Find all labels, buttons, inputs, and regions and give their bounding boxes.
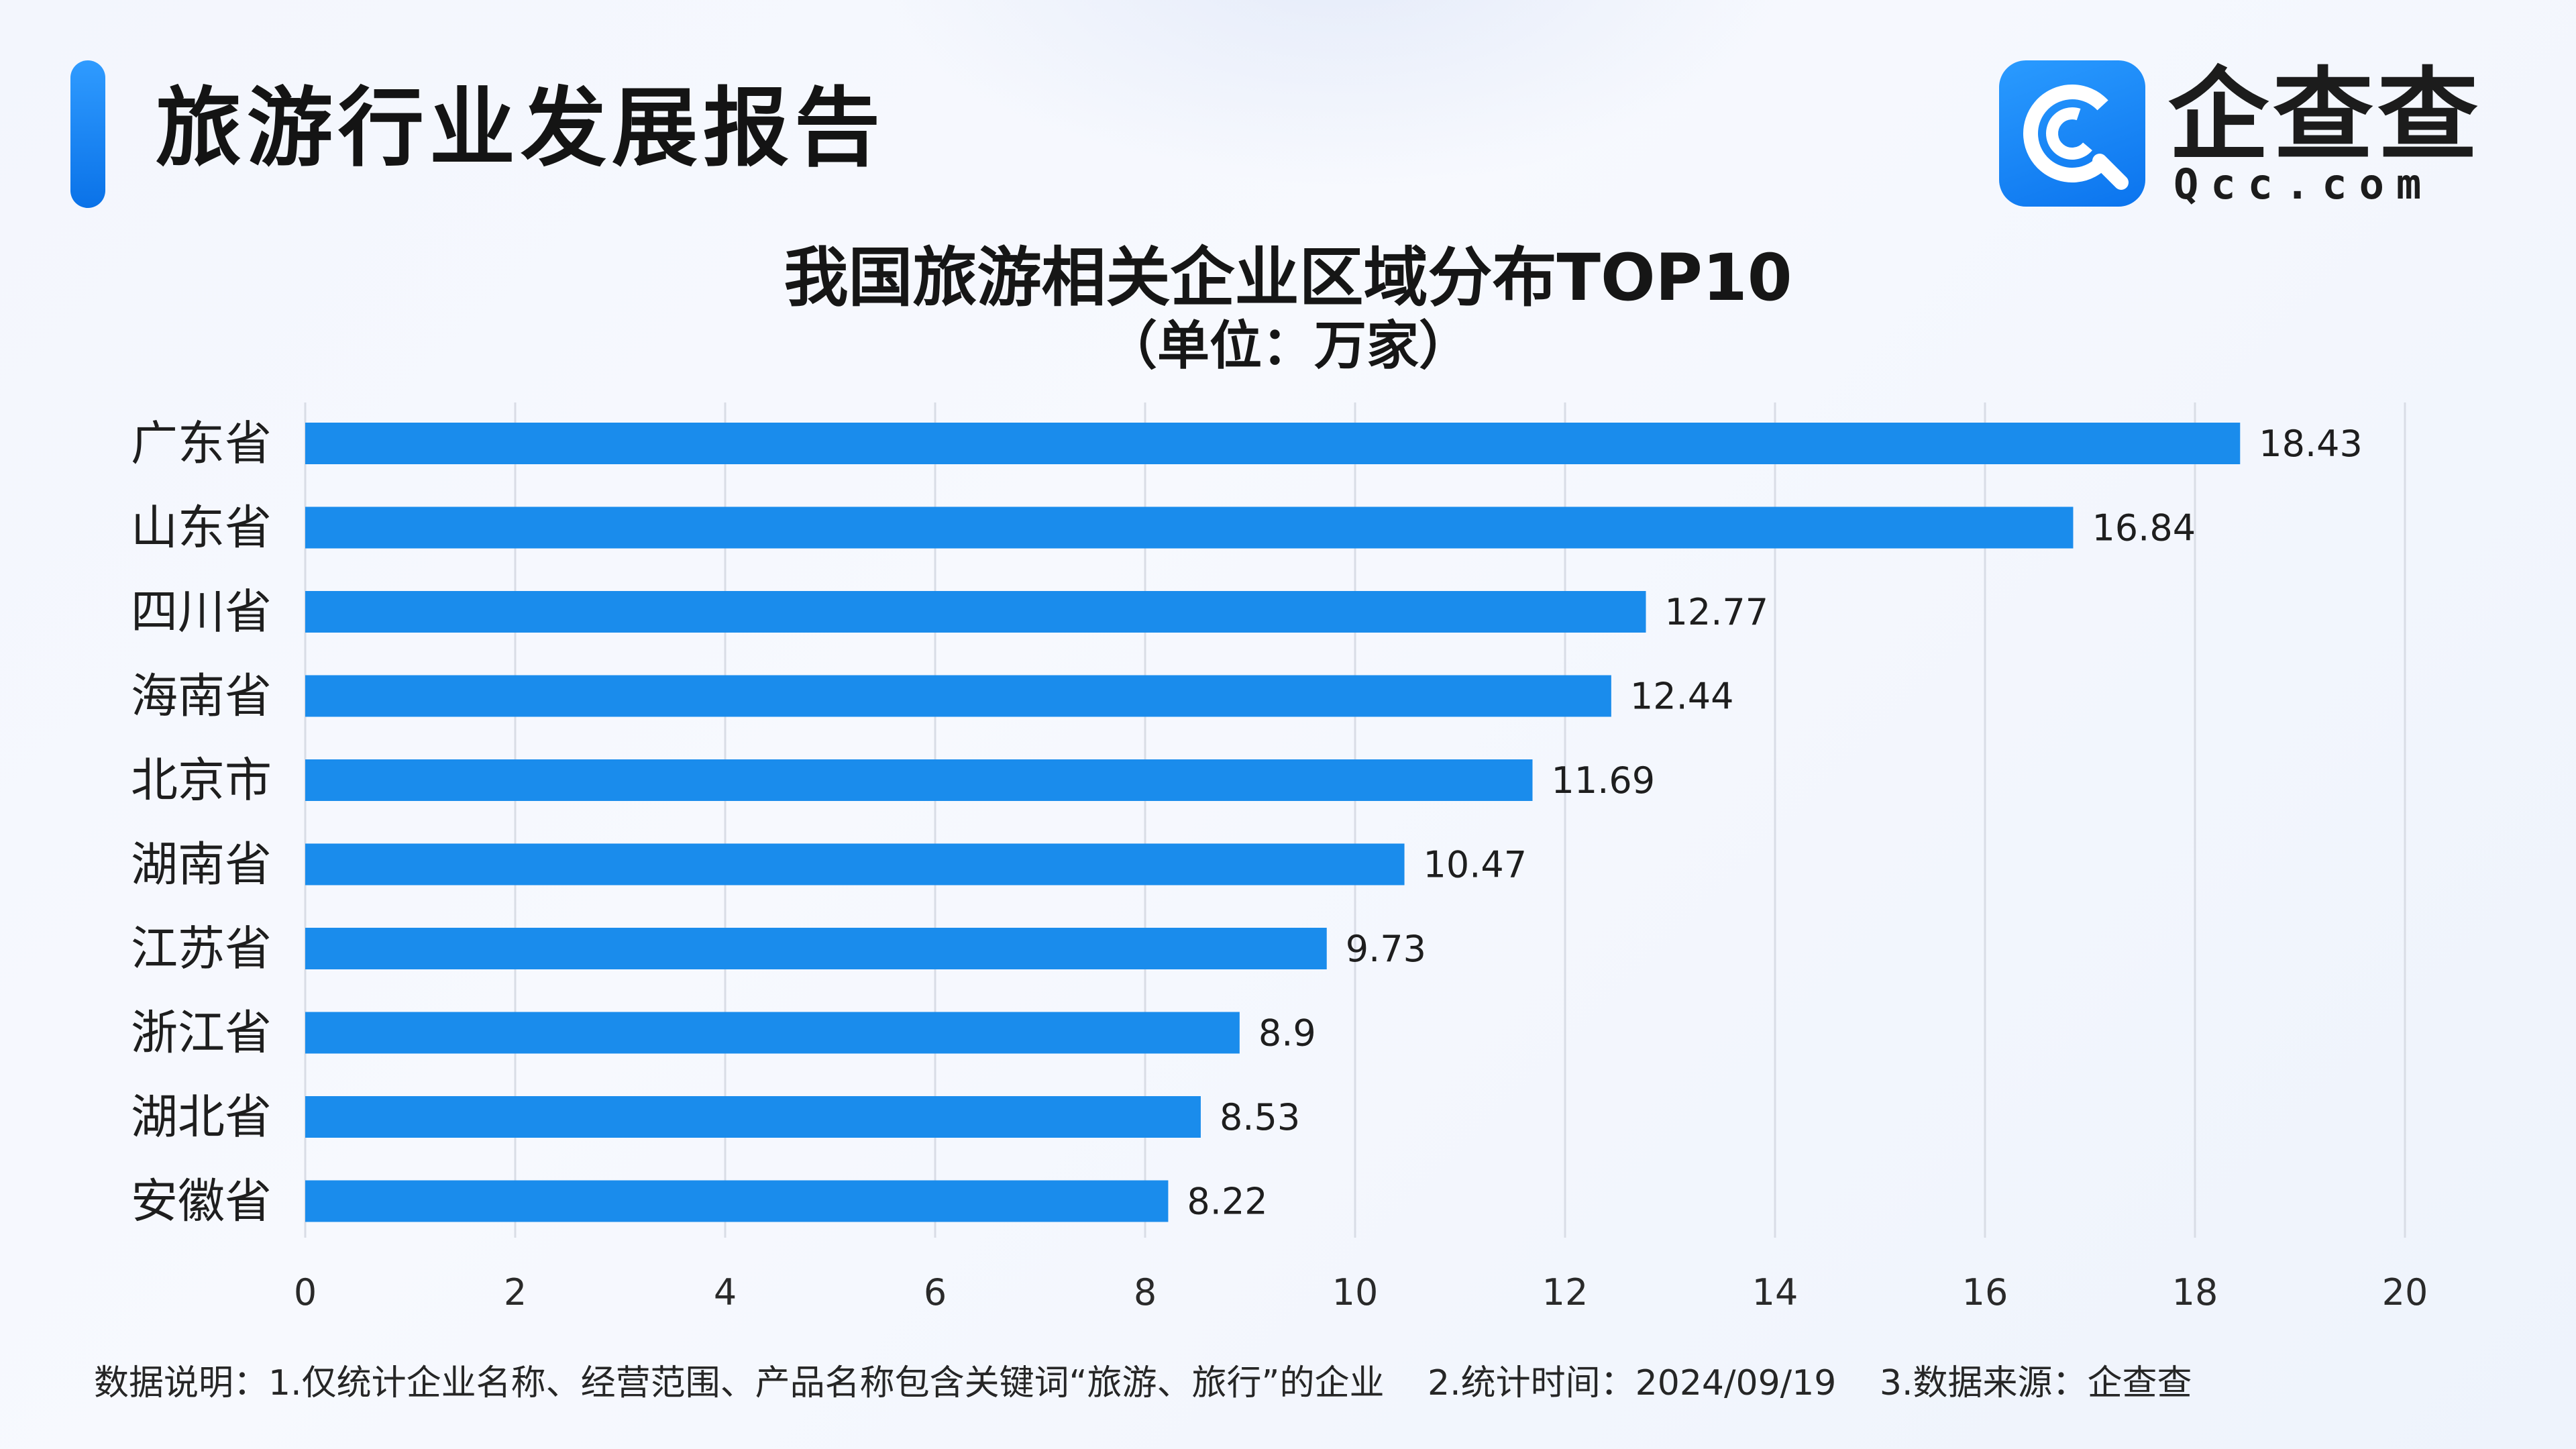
footnote-date: 2.统计时间：2024/09/19 [1428, 1363, 1837, 1403]
x-tick-label: 8 [1134, 1271, 1157, 1313]
value-label: 12.77 [1665, 591, 1769, 633]
category-label: 北京市 [131, 753, 272, 808]
logo-wordmark: 企查查 [2168, 58, 2483, 174]
bar [305, 675, 1611, 717]
category-label: 湖南省 [131, 837, 272, 892]
x-tick-label: 12 [1542, 1271, 1589, 1313]
x-tick-label: 16 [1962, 1271, 2008, 1313]
value-label: 12.44 [1630, 676, 1734, 718]
value-label: 18.43 [2259, 423, 2363, 465]
chart-subtitle: （单位：万家） [1104, 316, 1471, 376]
chart-title: 我国旅游相关企业区域分布TOP10 [784, 240, 1792, 315]
value-label: 9.73 [1346, 928, 1426, 970]
x-tick-label: 20 [2382, 1271, 2428, 1313]
value-label: 8.9 [1258, 1012, 1316, 1055]
bar [305, 843, 1405, 885]
value-label: 11.69 [1551, 759, 1655, 802]
x-tick-label: 14 [1752, 1271, 1799, 1313]
qcc-logo-mark [2023, 85, 2129, 190]
category-label: 山东省 [131, 500, 272, 555]
value-label: 8.53 [1220, 1096, 1300, 1138]
category-label: 海南省 [131, 669, 272, 724]
value-label: 16.84 [2092, 507, 2196, 549]
value-label: 8.22 [1187, 1181, 1267, 1223]
category-label: 广东省 [131, 416, 272, 471]
category-label: 安徽省 [131, 1174, 272, 1229]
x-tick-label: 6 [924, 1271, 947, 1313]
title-accent-bar [70, 60, 105, 208]
x-tick-label: 2 [504, 1271, 527, 1313]
category-label: 四川省 [131, 584, 272, 639]
bar [305, 1012, 1240, 1054]
x-tick-label: 4 [714, 1271, 737, 1313]
footnote-source: 3.数据来源：企查查 [1879, 1363, 2192, 1403]
footnote: 数据说明：1.仅统计企业名称、经营范围、产品名称包含关键词“旅游、旅行”的企业 … [94, 1359, 2224, 1407]
category-label: 浙江省 [131, 1006, 272, 1061]
bar [305, 506, 2074, 549]
footnote-description: 数据说明：1.仅统计企业名称、经营范围、产品名称包含关键词“旅游、旅行”的企业 [94, 1363, 1385, 1403]
x-tick-label: 0 [294, 1271, 317, 1313]
logo-domain: Qcc.com [2174, 160, 2434, 209]
bar [305, 928, 1327, 969]
category-label: 湖北省 [131, 1089, 272, 1144]
bar [305, 759, 1533, 801]
bar [305, 591, 1646, 633]
bar [305, 1096, 1201, 1138]
category-label: 江苏省 [131, 921, 272, 976]
bar [305, 423, 2241, 464]
x-tick-label: 10 [1332, 1271, 1379, 1313]
qcc-logo-icon [1999, 60, 2145, 207]
bar-chart: 0 2 4 6 8 10 12 14 16 18 20 广东省 18.43 山东省 16.84 四川省 12.7… [131, 402, 2428, 1313]
x-tick-label: 18 [2172, 1271, 2218, 1313]
value-label: 10.47 [1424, 844, 1527, 886]
report-title: 旅游行业发展报告 [156, 78, 886, 178]
bar [305, 1180, 1169, 1222]
